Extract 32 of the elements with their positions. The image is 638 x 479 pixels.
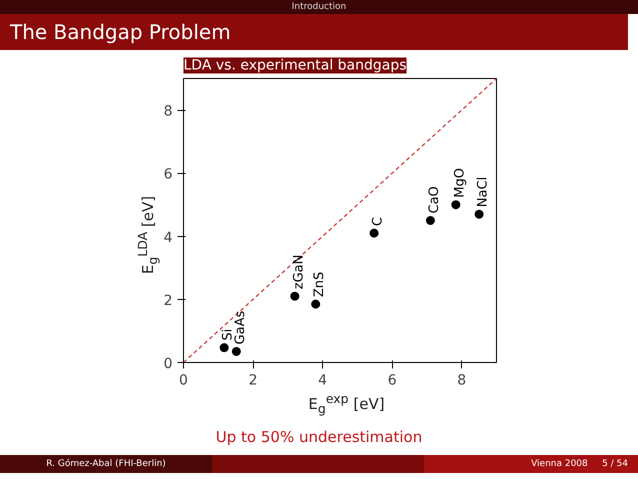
x-axis-title: E$_{g}$$^{exp}$ [eV] [307, 390, 386, 418]
annotation: NaCl [476, 176, 491, 208]
annotation: C [370, 217, 386, 226]
y-tick-label: 6 [164, 166, 173, 183]
y-tick-label: 4 [164, 230, 173, 246]
chart-title: LDA vs. experimental bandgaps [184, 58, 407, 74]
point [474, 210, 484, 219]
point [232, 346, 241, 356]
point [311, 300, 320, 309]
point [370, 228, 379, 238]
x-tick-label: 4 [318, 372, 328, 388]
annotation: ZnS [312, 272, 328, 298]
point [290, 292, 300, 301]
annotation: zGaN [291, 254, 306, 290]
text: Introduction [0, 0, 638, 14]
y-tick-label: 8 [164, 104, 173, 120]
point [426, 216, 435, 225]
annotation: CaO [426, 186, 442, 214]
text: Up to 50% underestimation [214, 427, 424, 448]
x-tick-label: 2 [248, 372, 258, 388]
x-tick-label: 6 [388, 372, 397, 388]
text: R. Gómez-Abal (FHI-Berlin) [0, 455, 212, 473]
text: Vienna 2008 5 / 54 [531, 459, 628, 469]
annotation: MgO [452, 168, 468, 198]
x-tick-label: 8 [457, 372, 466, 388]
y-tick-label: 0 [164, 356, 173, 372]
y-tick-label: 2 [164, 292, 173, 309]
point [451, 200, 460, 210]
text: The Bandgap Problem [0, 14, 628, 50]
point [220, 343, 229, 352]
annotation: GaAs [232, 310, 248, 344]
x-tick-label: 0 [179, 372, 188, 388]
